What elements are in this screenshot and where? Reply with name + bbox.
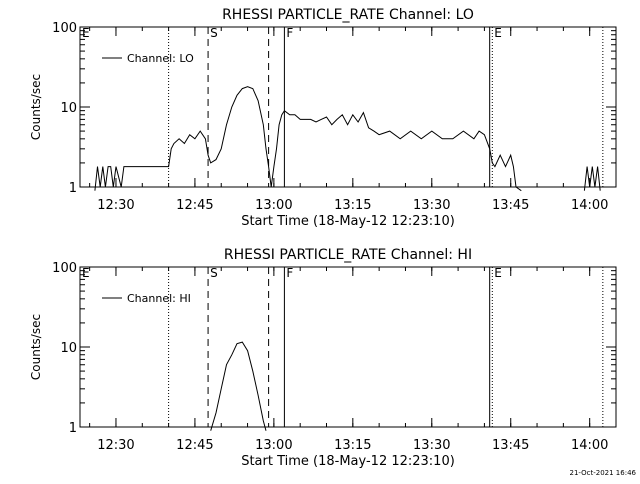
event-label: S — [210, 26, 218, 40]
event-label: E — [494, 266, 502, 280]
y-axis-label: Counts/sec — [29, 74, 43, 140]
y-tick-label: 10 — [60, 101, 77, 116]
legend-label: Channel: LO — [127, 52, 194, 65]
event-label: F — [286, 26, 293, 40]
plot-frame — [79, 266, 617, 428]
x-tick-label: 13:15 — [334, 198, 371, 213]
series-line — [583, 166, 601, 191]
series-line — [210, 341, 267, 431]
x-tick-label: 13:00 — [255, 438, 292, 453]
y-tick-label: 1 — [69, 421, 77, 436]
panel-lo: RHESSI PARTICLE_RATE Channel: LO Counts/s… — [29, 7, 617, 229]
x-tick-label: 13:30 — [413, 198, 450, 213]
legend-label: Channel: HI — [127, 292, 191, 305]
series-line — [94, 86, 522, 192]
y-tick-label: 10 — [60, 341, 77, 356]
x-axis-label: Start Time (18-May-12 12:23:10) — [241, 454, 455, 469]
event-label: E — [494, 26, 502, 40]
footer-date: 21-Oct-2021 16:46 — [570, 469, 637, 477]
x-tick-label: 13:15 — [334, 438, 371, 453]
plot-frame — [79, 26, 617, 188]
x-tick-label: 13:30 — [413, 438, 450, 453]
panel-hi: RHESSI PARTICLE_RATE Channel: HI Counts/s… — [29, 247, 617, 469]
event-label: E — [82, 26, 90, 40]
x-tick-label: 12:30 — [97, 438, 134, 453]
x-tick-label: 13:00 — [255, 198, 292, 213]
y-tick-label: 100 — [52, 261, 77, 276]
y-axis-label: Counts/sec — [29, 314, 43, 380]
y-tick-label: 100 — [52, 21, 77, 36]
event-label: S — [210, 266, 218, 280]
x-tick-label: 14:00 — [571, 438, 608, 453]
chart-title: RHESSI PARTICLE_RATE Channel: LO — [222, 7, 474, 23]
x-tick-label: 13:45 — [492, 198, 529, 213]
event-label: E — [82, 266, 90, 280]
x-tick-label: 12:45 — [176, 438, 213, 453]
x-tick-label: 14:00 — [571, 198, 608, 213]
event-label: F — [286, 266, 293, 280]
y-tick-label: 1 — [69, 181, 77, 196]
chart-title: RHESSI PARTICLE_RATE Channel: HI — [224, 247, 472, 263]
x-tick-label: 12:30 — [97, 198, 134, 213]
x-tick-label: 12:45 — [176, 198, 213, 213]
x-tick-label: 13:45 — [492, 438, 529, 453]
x-axis-label: Start Time (18-May-12 12:23:10) — [241, 214, 455, 229]
